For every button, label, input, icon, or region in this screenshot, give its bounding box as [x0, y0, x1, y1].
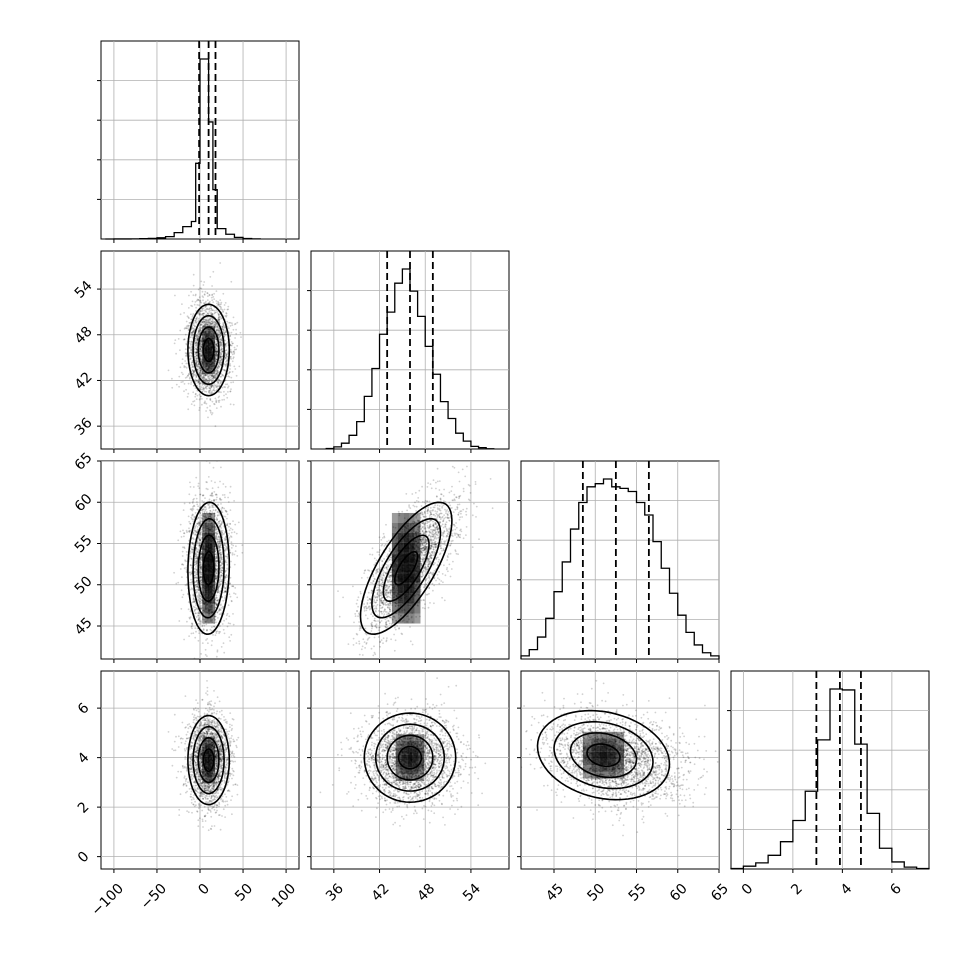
x-tick-label: 4	[838, 881, 856, 899]
panel-frame	[520, 460, 720, 660]
contour-level-2	[192, 725, 225, 795]
x-tick-label: 36	[323, 881, 347, 905]
contour-level-0	[397, 745, 423, 770]
pair-content	[101, 461, 299, 659]
contour-level-3	[187, 714, 231, 806]
contour-level-0	[586, 743, 621, 768]
pair-panel-p1-p3	[307, 670, 510, 873]
x-tick-label: −100	[88, 881, 127, 920]
contour-level-1	[197, 534, 220, 603]
density-blocks	[395, 734, 425, 782]
contour-level-0	[202, 748, 215, 773]
density-blocks	[582, 731, 625, 779]
y-tick-label: 50	[72, 573, 96, 597]
y-tick-label: 48	[72, 324, 96, 348]
histogram-p2	[520, 478, 720, 659]
x-tick-label: 65	[708, 881, 732, 905]
histogram-p3	[730, 688, 930, 870]
hist-panel-p1	[307, 250, 510, 453]
hist-panel-p2	[517, 460, 720, 663]
contour-level-1	[569, 732, 638, 779]
pair-panel-p0-p2	[97, 460, 300, 663]
hist-panel-p3	[727, 670, 930, 873]
contour-level-1	[197, 326, 220, 374]
y-tick-label: 4	[75, 749, 93, 767]
contour-level-2	[374, 723, 446, 792]
x-tick-label: 6	[887, 881, 905, 899]
x-tick-label: 0	[739, 881, 757, 899]
x-tick-label: 2	[788, 881, 806, 899]
contour-level-1	[382, 534, 430, 603]
contour-level-3	[363, 712, 457, 804]
pair-panel-p1-p2	[307, 460, 510, 663]
x-tick-label: 42	[369, 881, 393, 905]
contour-level-3	[187, 303, 231, 397]
x-tick-label: −50	[138, 881, 170, 913]
x-tick-label: 0	[195, 881, 213, 899]
y-tick-label: 55	[72, 532, 96, 556]
contour-level-3	[359, 501, 453, 636]
contour-level-0	[393, 550, 419, 586]
histogram-p1	[325, 268, 495, 450]
hist-panel-p0	[97, 40, 300, 243]
x-tick-label: 60	[667, 881, 691, 905]
contour-level-1	[386, 734, 434, 781]
y-tick-label: 54	[72, 278, 96, 302]
contour-level-2	[192, 517, 225, 619]
pair-content	[521, 671, 719, 869]
pair-panel-p2-p3	[517, 670, 720, 873]
pair-panel-p0-p1	[97, 250, 300, 453]
contour-level-0	[202, 337, 215, 363]
contour-level-3	[536, 709, 671, 801]
contour-level-2	[371, 517, 442, 619]
histogram-p0	[105, 58, 261, 240]
x-tick-label: 50	[232, 881, 256, 905]
contour-level-0	[202, 550, 215, 586]
contour-level-2	[192, 314, 225, 386]
x-tick-label: 54	[460, 881, 484, 905]
pair-content	[101, 671, 299, 869]
pair-content	[311, 461, 509, 659]
x-tick-label: 100	[269, 881, 299, 911]
x-tick-label: 45	[543, 881, 567, 905]
pair-panel-p0-p3	[97, 670, 300, 873]
y-tick-label: 0	[75, 849, 93, 867]
y-tick-label: 36	[72, 415, 96, 439]
pair-content	[101, 251, 299, 449]
y-tick-label: 45	[72, 615, 96, 639]
contour-level-2	[553, 720, 654, 790]
y-tick-label: 65	[72, 450, 96, 474]
density-blocks	[391, 512, 421, 624]
contour-level-3	[187, 501, 231, 636]
x-tick-label: 50	[584, 881, 608, 905]
y-tick-label: 2	[75, 799, 93, 817]
x-tick-label: 55	[626, 881, 650, 905]
x-tick-label: 48	[414, 881, 438, 905]
y-tick-label: 42	[72, 369, 96, 393]
pair-content	[311, 671, 509, 869]
contour-level-1	[197, 736, 220, 784]
y-tick-label: 60	[72, 491, 96, 515]
y-tick-label: 6	[75, 700, 93, 718]
